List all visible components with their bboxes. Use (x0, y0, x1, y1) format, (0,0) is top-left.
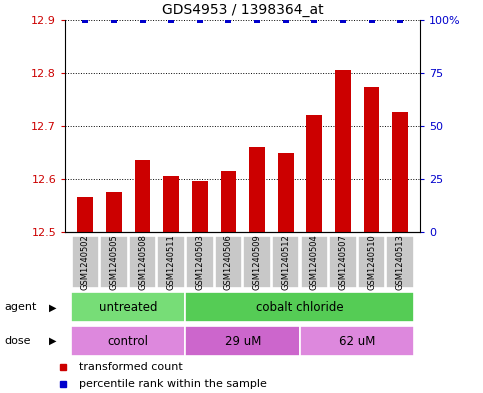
Text: GSM1240509: GSM1240509 (253, 235, 261, 290)
Bar (243, 236, 271, 288)
Point (368, 17, 375, 23)
Text: GSM1240508: GSM1240508 (138, 234, 147, 290)
Point (139, 17, 146, 23)
Text: transformed count: transformed count (79, 362, 183, 372)
Text: untreated: untreated (99, 301, 157, 314)
Text: 62 uM: 62 uM (339, 334, 375, 348)
Bar (71, 292, 185, 322)
Text: cobalt chloride: cobalt chloride (256, 301, 344, 314)
Text: dose: dose (5, 336, 31, 346)
Text: GSM1240512: GSM1240512 (281, 235, 290, 290)
Bar (157, 236, 185, 288)
Text: GSM1240507: GSM1240507 (339, 234, 347, 290)
Bar (335, 70, 351, 232)
Bar (300, 236, 328, 288)
Bar (364, 87, 380, 232)
Bar (329, 236, 356, 288)
Bar (358, 236, 385, 288)
Point (81, 17, 89, 23)
Text: control: control (108, 334, 149, 348)
Point (225, 17, 232, 23)
Bar (129, 236, 156, 288)
Point (253, 17, 261, 23)
Bar (71, 236, 99, 288)
Bar (185, 326, 300, 356)
Point (282, 17, 289, 23)
Text: 29 uM: 29 uM (225, 334, 261, 348)
Bar (300, 326, 414, 356)
Text: GSM1240511: GSM1240511 (167, 235, 176, 290)
Bar (100, 236, 128, 288)
Text: GSM1240504: GSM1240504 (310, 235, 319, 290)
Bar (185, 292, 414, 322)
Bar (192, 182, 208, 232)
Point (339, 17, 347, 23)
Bar (106, 192, 122, 232)
Bar (249, 147, 265, 232)
Bar (386, 236, 414, 288)
Point (110, 17, 118, 23)
Bar (163, 176, 179, 232)
Bar (306, 115, 322, 232)
Text: GSM1240503: GSM1240503 (195, 234, 204, 290)
Text: GSM1240505: GSM1240505 (109, 235, 118, 290)
Bar (221, 171, 236, 232)
Text: GSM1240506: GSM1240506 (224, 234, 233, 290)
Bar (186, 236, 213, 288)
Text: GSM1240502: GSM1240502 (81, 235, 90, 290)
Text: ▶: ▶ (49, 302, 57, 312)
Bar (214, 236, 242, 288)
Bar (135, 160, 150, 232)
Bar (392, 112, 408, 232)
Point (196, 17, 204, 23)
Title: GDS4953 / 1398364_at: GDS4953 / 1398364_at (162, 3, 324, 17)
Bar (71, 326, 185, 356)
Bar (77, 197, 93, 232)
Point (397, 17, 404, 23)
Text: percentile rank within the sample: percentile rank within the sample (79, 379, 267, 389)
Bar (278, 153, 294, 232)
Bar (272, 236, 299, 288)
Text: GSM1240510: GSM1240510 (367, 235, 376, 290)
Point (311, 17, 318, 23)
Point (167, 17, 175, 23)
Text: agent: agent (5, 302, 37, 312)
Text: ▶: ▶ (49, 336, 57, 346)
Text: GSM1240513: GSM1240513 (396, 234, 405, 290)
